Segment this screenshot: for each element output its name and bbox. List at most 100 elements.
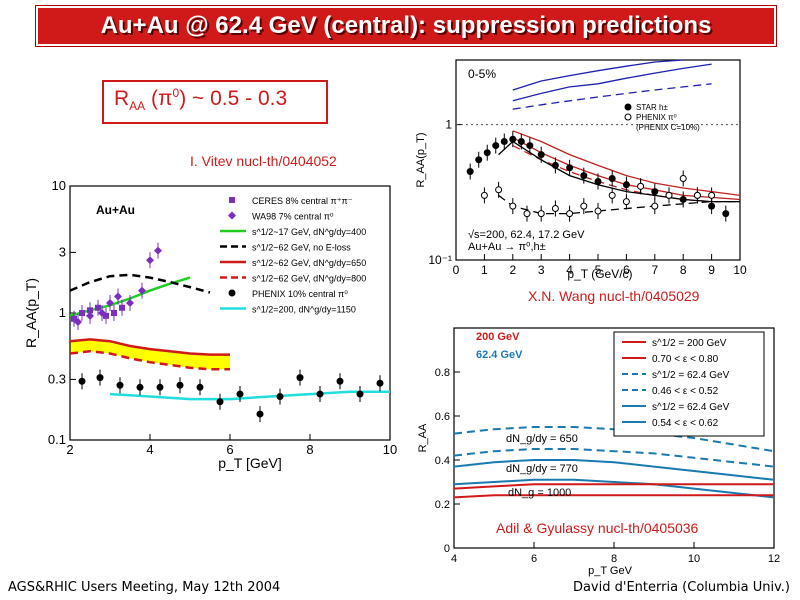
slide-title: Au+Au @ 62.4 GeV (central): suppression … [100, 12, 712, 39]
wang-point-circle [475, 156, 483, 164]
wang-point-open-circle [637, 182, 645, 190]
wang-point-open-circle [566, 210, 574, 218]
adil-series-line [453, 459, 775, 481]
wang-legend-label: (PHENIX C=10%) [636, 123, 700, 132]
wang-point-open-circle [651, 202, 659, 210]
wang-point-circle [483, 149, 491, 157]
adil-legend-label: s^1/2 = 200 GeV [652, 338, 727, 349]
adil-reference: Adil & Gyulassy nucl-th/0405036 [496, 520, 699, 536]
adil-series-line [453, 448, 775, 468]
vitev-point-circle [236, 390, 244, 398]
wang-x-tick-label: 4 [566, 263, 573, 277]
wang-series-line [498, 140, 740, 203]
vitev-yellow-band [70, 339, 230, 370]
vitev-point-diamond [106, 298, 114, 307]
adil-series-line [453, 494, 774, 499]
wang-x-tick-label: 3 [538, 263, 545, 277]
adil-label-770: dN_g/dy = 770 [506, 463, 578, 475]
wang-point-circle [679, 195, 687, 203]
vitev-point-circle [316, 390, 324, 398]
wang-point-circle [708, 202, 716, 210]
adil-y-tick-label: 0.2 [435, 499, 450, 511]
vitev-series-line [69, 338, 230, 356]
wang-x-tick-label: 10 [733, 263, 747, 277]
wang-point-circle [517, 138, 525, 146]
vitev-y-tick-label: 10 [52, 178, 66, 193]
wang-point-circle [537, 151, 545, 159]
vitev-legend-label: s^1/2~17 GeV, dN^g/dy=400 [252, 227, 366, 237]
wang-point-circle [580, 172, 588, 180]
slide-title-bar: Au+Au @ 62.4 GeV (central): suppression … [36, 6, 776, 46]
wang-point-circle [509, 135, 517, 143]
vitev-point-circle [356, 390, 364, 398]
vitev-legend-point-circle [228, 289, 236, 297]
wang-point-open-circle [509, 202, 517, 210]
wang-point-open-circle [495, 186, 503, 194]
adil-x-tick-label: 6 [531, 553, 537, 565]
wang-point-open-circle [594, 207, 602, 215]
vitev-legend-label: s^1/2~62 GeV, no E-loss [252, 243, 351, 253]
vitev-y-tick-label: 0.1 [48, 432, 66, 447]
vitev-legend-label: s^1/2=200, dN^g/dy=1150 [252, 305, 356, 315]
vitev-legend-label: WA98 7% central π⁰ [252, 212, 334, 222]
wang-x-tick-label: 0 [453, 263, 460, 277]
vitev-legend-point-diamond [228, 211, 236, 220]
adil-header-62: 62.4 GeV [476, 349, 523, 361]
vitev-point-circle [376, 379, 384, 387]
adil-x-tick-label: 8 [611, 553, 617, 565]
adil-series-line [453, 483, 774, 490]
vitev-point-circle [156, 383, 164, 391]
vitev-point-circle [96, 374, 104, 382]
vitev-point-square [103, 312, 109, 319]
wang-legend-label: PHENIX π⁰ [636, 113, 677, 122]
adil-label-650: dN_g/dy = 650 [506, 433, 578, 445]
wang-point-circle [566, 164, 574, 172]
callout-sub: AA [129, 99, 146, 114]
vitev-chart: 2 4 6 8 10 0.1 0.3 1 3 10 Au+Au p_T [GeV] R_AA(p_T) C… [23, 178, 397, 471]
wang-x-tick-label: 5 [595, 263, 602, 277]
wang-point-circle [500, 138, 508, 146]
raa-callout-text: RAA (π0) ~ 0.5 - 0.3 [114, 86, 287, 113]
wang-x-tick-label: 7 [651, 263, 658, 277]
callout-base: R [114, 87, 130, 110]
wang-legend-point-circle [624, 103, 632, 111]
vitev-x-tick-label: 4 [146, 442, 153, 457]
wang-point-open-circle [523, 210, 531, 218]
wang-y-tick-label: 10⁻¹ [428, 253, 452, 267]
wang-point-open-circle [580, 202, 588, 210]
wang-y-axis-label: R_AA(p_T) [415, 132, 427, 187]
wang-point-open-circle [480, 191, 488, 199]
vitev-x-tick-label: 2 [66, 442, 73, 457]
wang-point-circle [466, 168, 474, 176]
wang-x-axis-label: p_T (GeV/c) [567, 267, 632, 281]
adil-x-tick-label: 12 [768, 553, 780, 565]
vitev-y-tick-label: 3 [59, 244, 66, 259]
vitev-x-tick-label: 6 [226, 442, 233, 457]
adil-chart: 4 6 8 10 12 0 0.2 0.4 0.6 0.8 200 GeV 62.4 GeV s^1/2… [417, 327, 780, 577]
wang-point-open-circle [679, 174, 687, 182]
adil-series-line [453, 478, 775, 499]
vitev-point-diamond [114, 292, 122, 301]
vitev-point-circle [296, 374, 304, 382]
wang-x-tick-label: 8 [680, 263, 687, 277]
wang-point-open-circle [622, 198, 630, 206]
vitev-point-circle [276, 393, 284, 401]
adil-y-axis-label: R_AA [417, 423, 429, 452]
vitev-point-square [79, 310, 85, 316]
adil-legend-label: 0.70 < ε < 0.80 [652, 354, 719, 365]
wang-point-circle [722, 210, 730, 218]
vitev-series-line [69, 273, 211, 294]
vitev-point-square [119, 304, 125, 311]
callout-rest: ) ~ 0.5 - 0.3 [179, 87, 288, 110]
vitev-x-tick-label: 10 [383, 442, 397, 457]
vitev-series-line [69, 349, 230, 371]
wang-point-open-circle [708, 191, 716, 199]
adil-header-200: 200 GeV [476, 331, 520, 343]
vitev-point-square [71, 315, 77, 322]
wang-point-circle [492, 142, 500, 150]
wang-point-open-circle [551, 205, 559, 213]
wang-series-line [512, 130, 741, 197]
callout-paren: (π [145, 87, 173, 110]
wang-legend-point-open-circle [624, 113, 632, 121]
vitev-point-circle [196, 383, 204, 391]
